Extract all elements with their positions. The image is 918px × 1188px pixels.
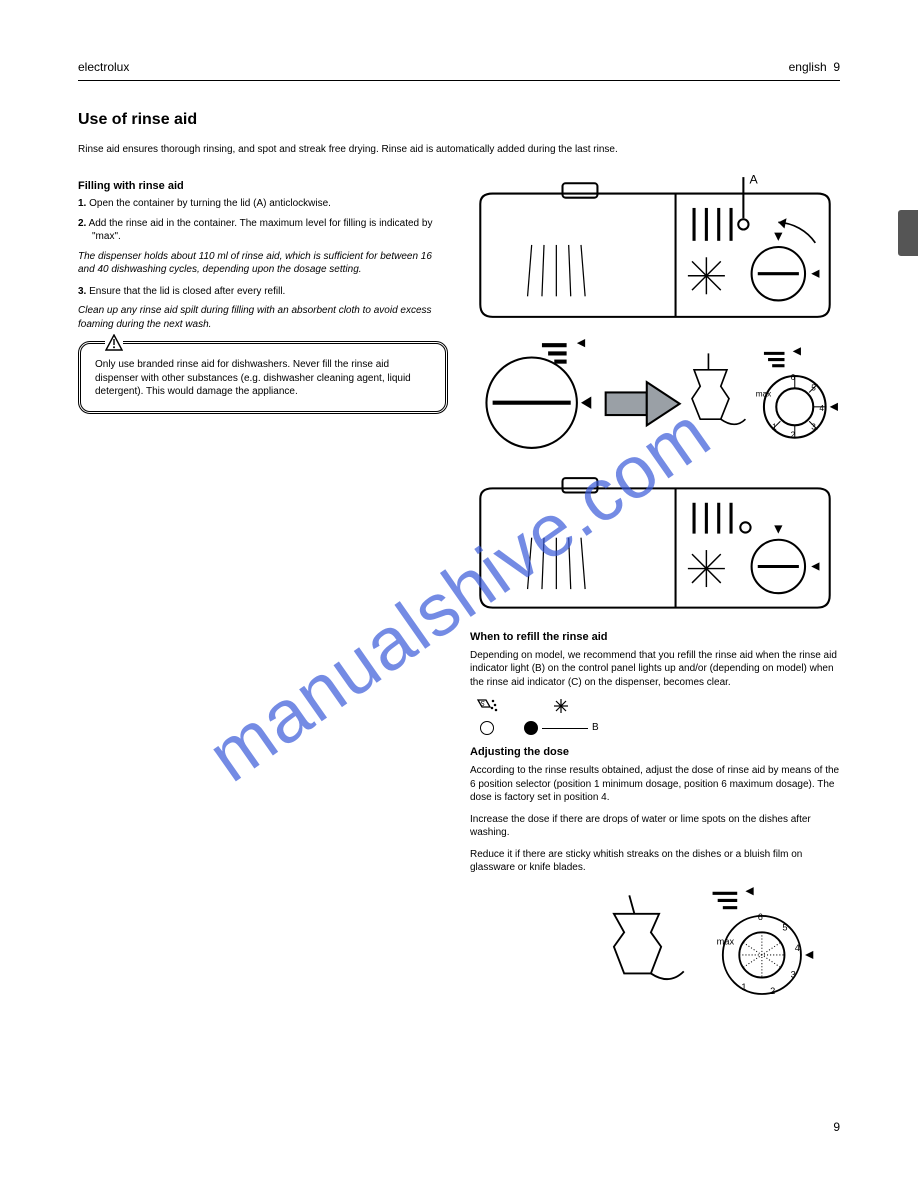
header-rule <box>78 80 840 81</box>
salt-indicator: S <box>476 697 498 735</box>
adjust-p2: Increase the dose if there are drops of … <box>470 813 840 840</box>
figure-selector: 6 5 4 3 2 1 max <box>470 883 840 1006</box>
intro-text: Rinse aid ensures thorough rinsing, and … <box>78 143 840 157</box>
figure-dispenser-top: A <box>470 173 840 327</box>
svg-text:1: 1 <box>741 981 746 991</box>
page-number: 9 <box>833 1120 840 1134</box>
salt-icon: S <box>476 697 498 715</box>
svg-text:4: 4 <box>795 942 800 952</box>
warning-text: Only use branded rinse aid for dishwashe… <box>95 359 411 397</box>
step-1: 1. Open the container by turning the lid… <box>78 197 448 211</box>
col-left: Filling with rinse aid 1. Open the conta… <box>78 173 448 1018</box>
svg-text:3: 3 <box>791 969 796 979</box>
svg-text:2: 2 <box>770 986 775 996</box>
rinse-indicator: B <box>524 697 599 735</box>
brand: electrolux <box>78 60 129 74</box>
callout-B: B <box>592 721 599 735</box>
step-3: 3. Ensure that the lid is closed after e… <box>78 285 448 299</box>
svg-text:1: 1 <box>772 422 777 431</box>
side-tab <box>898 210 918 256</box>
svg-text:5: 5 <box>782 922 787 932</box>
svg-text:S: S <box>480 701 485 708</box>
led-indicator-row: S <box>476 697 840 735</box>
col-right: A <box>470 173 840 1018</box>
adjust-p3: Reduce it if there are sticky whitish st… <box>470 848 840 875</box>
warning-icon <box>105 334 123 352</box>
svg-text:6: 6 <box>791 373 796 382</box>
heading-when: When to refill the rinse aid <box>470 630 840 645</box>
adjust-p1: According to the rinse results obtained,… <box>470 764 840 805</box>
step-3-text: Ensure that the lid is closed after ever… <box>86 286 285 297</box>
svg-text:6: 6 <box>758 912 763 922</box>
salt-led <box>480 721 494 735</box>
step-2: 2. Add the rinse aid in the container. T… <box>78 217 448 244</box>
step-1-text: Open the container by turning the lid (A… <box>86 198 331 209</box>
rinse-led <box>524 721 538 735</box>
callout-A: A <box>750 173 759 186</box>
step-2-text: Add the rinse aid in the container. The … <box>86 218 432 243</box>
svg-text:4: 4 <box>819 404 824 413</box>
heading-adjust: Adjusting the dose <box>470 745 840 760</box>
callout-line <box>542 728 588 729</box>
svg-text:max: max <box>717 936 735 946</box>
running-header: electrolux english 9 <box>78 60 840 74</box>
page-num-top: 9 <box>833 60 840 74</box>
note-capacity: The dispenser holds about 110 ml of rins… <box>78 250 448 277</box>
svg-text:2: 2 <box>791 430 796 439</box>
lang: english <box>789 60 827 74</box>
sparkle-icon <box>550 697 572 715</box>
svg-text:max: max <box>756 389 772 398</box>
two-columns: Filling with rinse aid 1. Open the conta… <box>78 173 840 1018</box>
when-paragraph: Depending on model, we recommend that yo… <box>470 649 840 690</box>
note-wipe: Clean up any rinse aid spilt during fill… <box>78 304 448 331</box>
warning-box: Only use branded rinse aid for dishwashe… <box>78 341 448 414</box>
svg-text:5: 5 <box>811 383 816 392</box>
figure-dial-sequence: 6 5 4 3 2 1 max <box>470 339 840 462</box>
figure-dispenser-closed <box>470 474 840 618</box>
svg-text:3: 3 <box>811 422 816 431</box>
page-title: Use of rinse aid <box>78 111 840 129</box>
page: electrolux english 9 Use of rinse aid Ri… <box>0 0 918 1188</box>
heading-fill: Filling with rinse aid <box>78 179 448 194</box>
